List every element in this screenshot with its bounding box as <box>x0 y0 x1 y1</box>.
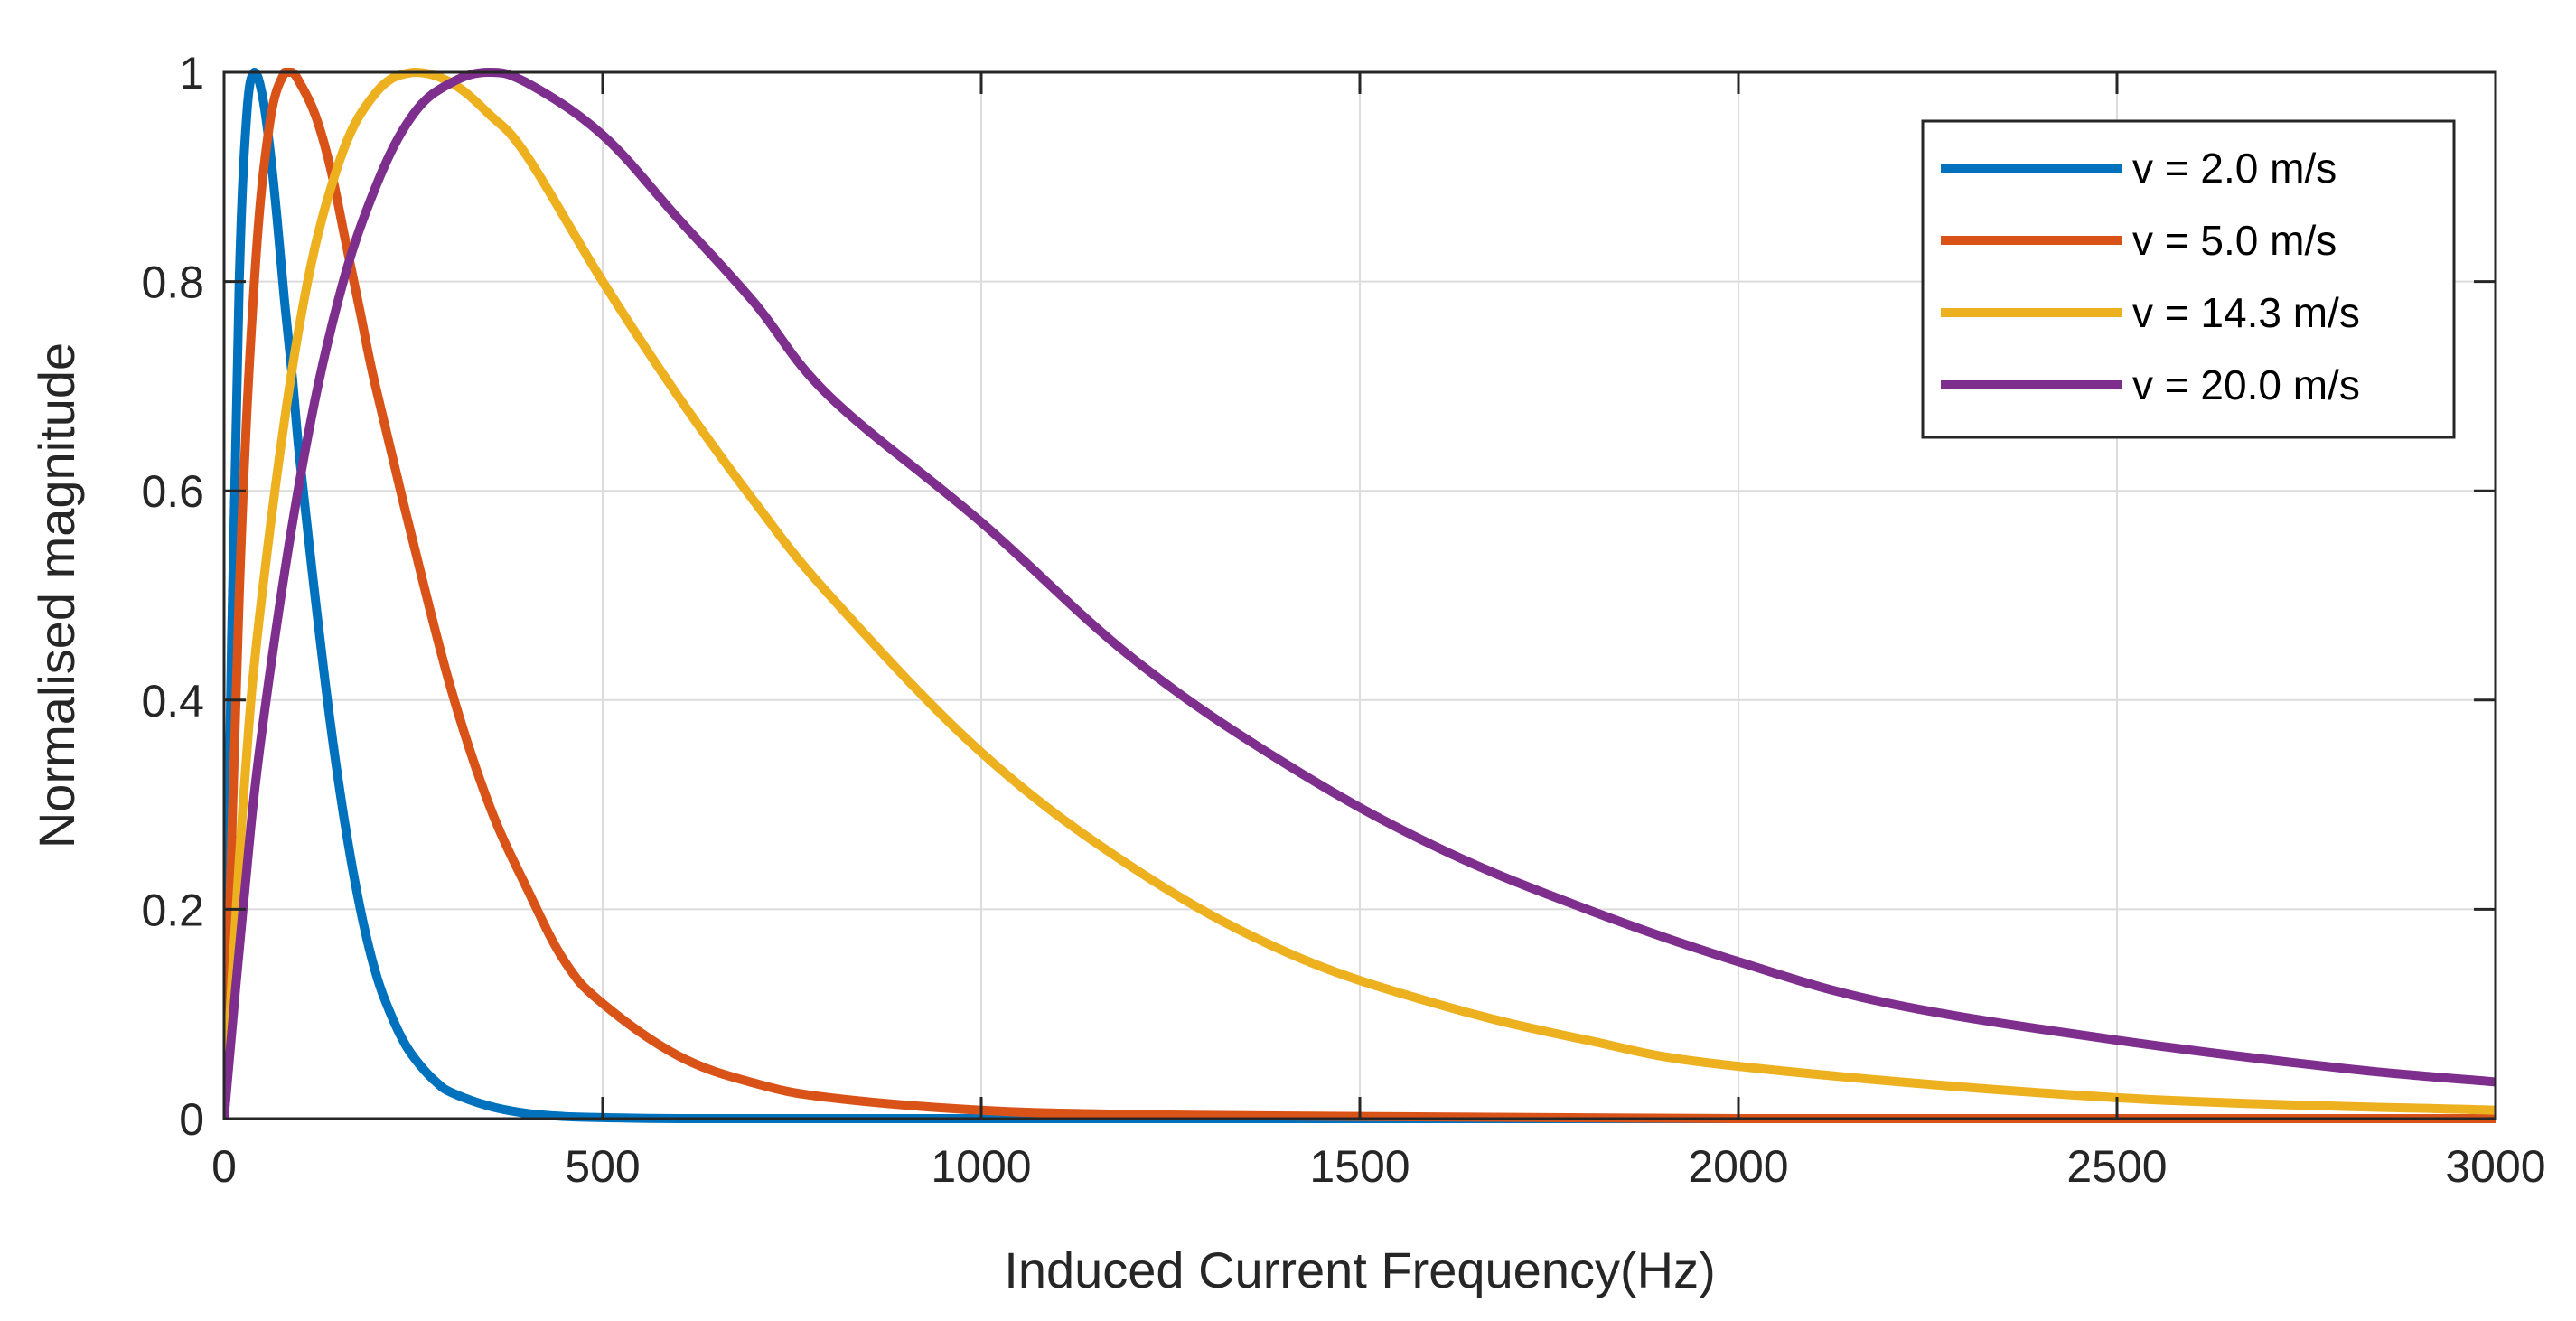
x-tick-label: 1500 <box>1309 1141 1410 1192</box>
legend-label-v-20-0-m-s: v = 20.0 m/s <box>2132 361 2360 408</box>
x-axis-title: Induced Current Frequency(Hz) <box>1004 1241 1715 1298</box>
y-tick-label: 0.6 <box>141 466 204 517</box>
x-tick-label: 2000 <box>1688 1141 1788 1192</box>
legend-label-v-5-0-m-s: v = 5.0 m/s <box>2132 217 2337 264</box>
series-line-v-20-0-m-s <box>224 68 2496 1120</box>
y-tick-label: 0.4 <box>141 676 204 726</box>
x-tick-label: 500 <box>565 1141 640 1192</box>
x-tick-label: 2500 <box>2066 1141 2167 1192</box>
y-tick-label: 0.2 <box>141 885 204 935</box>
series-line-v-5-0-m-s <box>224 68 2496 1124</box>
plot-area: 0 500 1000 1500 2000 2500 3000 0 0.2 0.4 0.6 0.8 1 In… <box>28 48 2546 1298</box>
legend: v = 2.0 m/s v = 5.0 m/s v = 14.3 m/s v = 20… <box>1921 119 2456 439</box>
y-axis-title: Normalised magnitude <box>28 342 85 848</box>
y-tick-label: 1 <box>179 48 204 98</box>
y-tick-label: 0.8 <box>141 258 204 308</box>
x-tick-label: 1000 <box>931 1141 1031 1192</box>
legend-label-v-2-0-m-s: v = 2.0 m/s <box>2132 145 2337 192</box>
y-tick-label: 0 <box>179 1094 204 1145</box>
series-line-v-14-3-m-s <box>224 68 2496 1120</box>
legend-label-v-14-3-m-s: v = 14.3 m/s <box>2132 289 2360 336</box>
x-tick-label: 3000 <box>2445 1141 2545 1192</box>
x-tick-label: 0 <box>211 1141 237 1192</box>
